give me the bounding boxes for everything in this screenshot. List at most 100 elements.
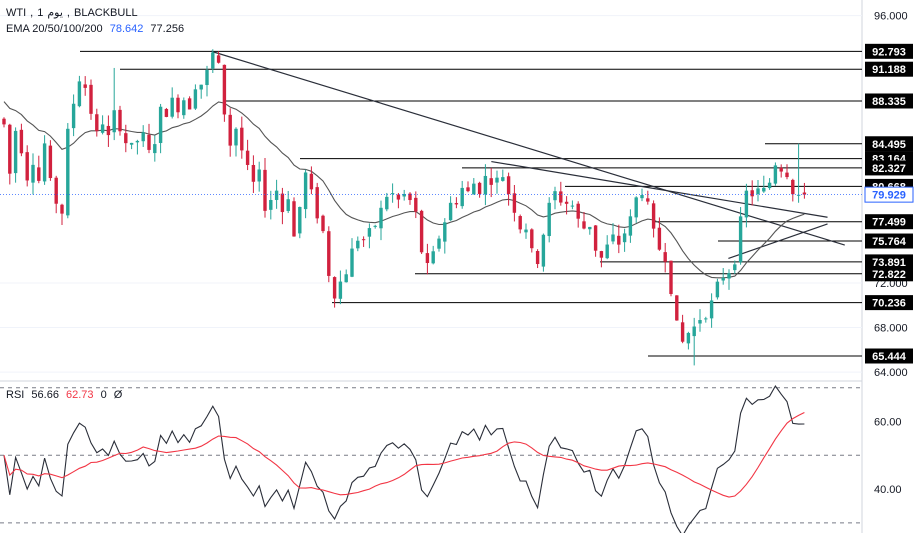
level-badge-75-764[interactable]: 75.764 bbox=[865, 233, 913, 249]
candle-68[interactable] bbox=[396, 192, 401, 209]
candle-67[interactable] bbox=[390, 183, 395, 203]
candle-63[interactable] bbox=[367, 223, 372, 249]
candle-51[interactable] bbox=[298, 206, 302, 239]
candle-22[interactable] bbox=[129, 142, 134, 150]
candle-38[interactable] bbox=[222, 64, 227, 122]
candle-41[interactable] bbox=[240, 116, 244, 159]
candle-71[interactable] bbox=[414, 191, 418, 219]
candle-9[interactable] bbox=[54, 175, 58, 214]
candle-94[interactable] bbox=[547, 197, 551, 243]
candle-10[interactable] bbox=[60, 203, 64, 225]
candle-109[interactable] bbox=[634, 196, 638, 223]
level-badge-88-335[interactable]: 88.335 bbox=[865, 93, 913, 109]
candle-86[interactable] bbox=[501, 169, 505, 182]
candle-129[interactable] bbox=[750, 180, 754, 206]
candle-72[interactable] bbox=[419, 209, 424, 255]
candle-34[interactable] bbox=[199, 84, 203, 99]
candle-28[interactable] bbox=[164, 107, 169, 118]
candle-120[interactable] bbox=[698, 309, 702, 332]
candle-69[interactable] bbox=[402, 189, 406, 201]
candle-40[interactable] bbox=[234, 127, 238, 157]
candle-124[interactable] bbox=[721, 268, 725, 285]
candle-44[interactable] bbox=[257, 161, 261, 192]
candle-116[interactable] bbox=[675, 295, 679, 321]
candle-106[interactable] bbox=[617, 224, 621, 254]
candle-59[interactable] bbox=[344, 269, 348, 283]
candle-73[interactable] bbox=[425, 243, 430, 275]
candle-21[interactable] bbox=[124, 124, 128, 153]
candle-112[interactable] bbox=[651, 200, 656, 238]
candle-130[interactable] bbox=[756, 180, 760, 202]
candle-107[interactable] bbox=[622, 228, 627, 252]
candle-2[interactable] bbox=[13, 127, 18, 183]
candle-82[interactable] bbox=[477, 181, 482, 198]
candle-136[interactable] bbox=[791, 178, 795, 202]
candle-15[interactable] bbox=[89, 79, 93, 120]
candle-33[interactable] bbox=[193, 84, 198, 110]
symbol-name[interactable]: WTI bbox=[6, 7, 27, 19]
candle-42[interactable] bbox=[245, 139, 250, 171]
candle-83[interactable] bbox=[483, 164, 488, 206]
candle-75[interactable] bbox=[437, 235, 441, 252]
level-badge-92-793[interactable]: 92.793 bbox=[865, 43, 913, 59]
candle-65[interactable] bbox=[379, 200, 383, 241]
candle-88[interactable] bbox=[512, 185, 517, 222]
candle-135[interactable] bbox=[785, 164, 789, 180]
current-price-badge[interactable]: 79.929 bbox=[0, 186, 914, 203]
candle-54[interactable] bbox=[315, 182, 319, 224]
candle-93[interactable] bbox=[541, 233, 546, 272]
candle-37[interactable] bbox=[216, 51, 221, 64]
candle-53[interactable] bbox=[309, 166, 314, 195]
level-badge-70-236[interactable]: 70.236 bbox=[865, 295, 913, 311]
candle-55[interactable] bbox=[321, 214, 325, 234]
candle-35[interactable] bbox=[205, 65, 209, 97]
candle-98[interactable] bbox=[570, 200, 575, 210]
candle-14[interactable] bbox=[83, 76, 87, 96]
interval[interactable]: 1 bbox=[37, 7, 44, 19]
candle-17[interactable] bbox=[100, 115, 105, 135]
rsi-ma-line[interactable] bbox=[3, 412, 805, 498]
level-badge-73-891[interactable]: 73.891 bbox=[865, 254, 913, 270]
candle-127[interactable] bbox=[738, 207, 743, 265]
candle-31[interactable] bbox=[182, 97, 186, 119]
candle-45[interactable] bbox=[263, 157, 267, 218]
candle-70[interactable] bbox=[408, 192, 412, 205]
candle-96[interactable] bbox=[559, 181, 563, 206]
candle-74[interactable] bbox=[431, 245, 435, 265]
candle-80[interactable] bbox=[466, 181, 470, 193]
candle-97[interactable] bbox=[564, 196, 569, 215]
candle-27[interactable] bbox=[158, 103, 163, 154]
candle-133[interactable] bbox=[773, 162, 778, 186]
candle-131[interactable] bbox=[762, 175, 766, 193]
candle-108[interactable] bbox=[628, 209, 633, 243]
candle-7[interactable] bbox=[42, 135, 47, 185]
candle-125[interactable] bbox=[727, 269, 731, 290]
candle-99[interactable] bbox=[576, 201, 580, 228]
candle-90[interactable] bbox=[524, 223, 528, 239]
level-badge-91-188[interactable]: 91.188 bbox=[865, 61, 913, 77]
candle-103[interactable] bbox=[599, 250, 604, 268]
candle-76[interactable] bbox=[443, 218, 447, 254]
trendline-0[interactable] bbox=[211, 50, 845, 246]
candle-132[interactable] bbox=[767, 178, 772, 190]
candle-101[interactable] bbox=[588, 226, 592, 235]
level-badge-72-822[interactable]: 72.822 bbox=[865, 266, 913, 282]
candle-3[interactable] bbox=[19, 123, 24, 157]
level-badge-77-499[interactable]: 77.499 bbox=[865, 214, 913, 230]
candle-1[interactable] bbox=[8, 123, 12, 185]
candle-138[interactable] bbox=[802, 182, 807, 199]
candle-122[interactable] bbox=[709, 293, 714, 328]
candle-23[interactable] bbox=[135, 139, 140, 155]
rsi-line[interactable] bbox=[3, 384, 805, 533]
candle-115[interactable] bbox=[669, 260, 673, 297]
candle-118[interactable] bbox=[686, 331, 691, 350]
candle-52[interactable] bbox=[303, 169, 308, 219]
candle-100[interactable] bbox=[582, 212, 586, 230]
candle-46[interactable] bbox=[269, 190, 273, 220]
candle-102[interactable] bbox=[593, 225, 598, 257]
candle-85[interactable] bbox=[495, 170, 499, 194]
candle-84[interactable] bbox=[489, 167, 493, 198]
candle-24[interactable] bbox=[141, 125, 145, 147]
ema-line[interactable] bbox=[3, 101, 805, 279]
